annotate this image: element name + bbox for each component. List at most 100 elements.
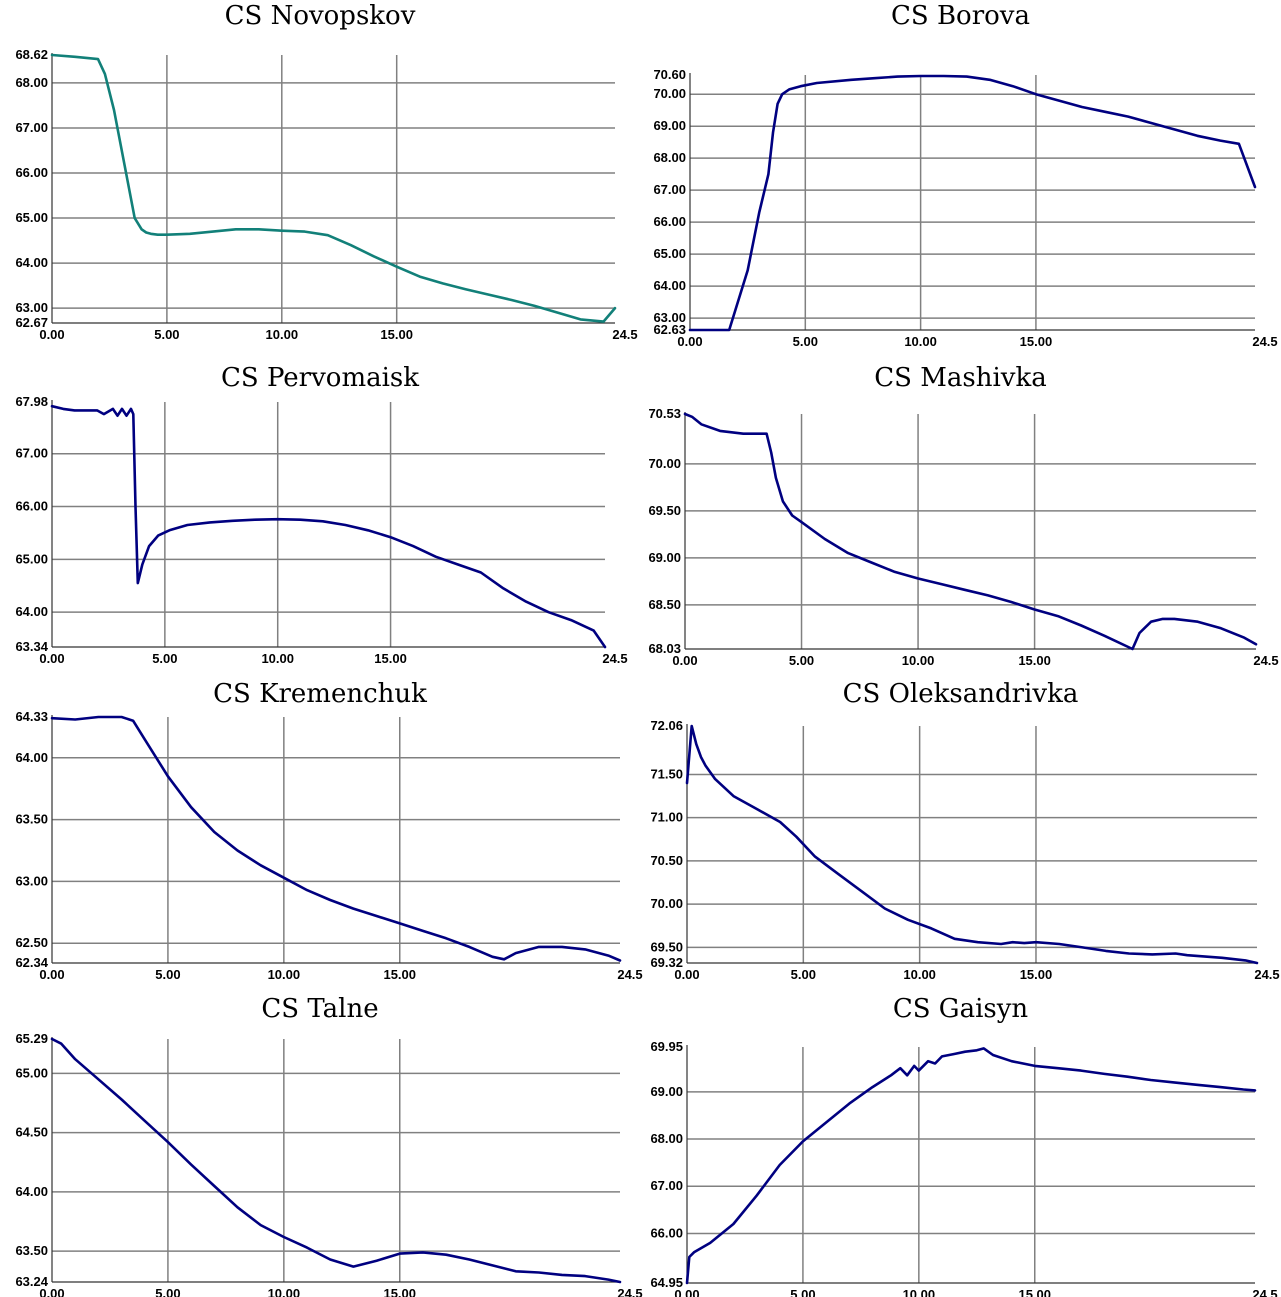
- y-tick-label: 65.00: [15, 210, 48, 225]
- chart-svg: 62.34 62.50 63.00 63.50 64.00 64.33 0.00 5.00 10…: [15, 709, 642, 982]
- x-tick-label: 15.00: [1018, 1287, 1051, 1297]
- x-tick-label: 24.5: [1252, 1287, 1277, 1297]
- x-tick-label: 24.5: [602, 651, 627, 666]
- y-tick-label: 66.00: [650, 1225, 683, 1240]
- y-tick-label: 72.06: [650, 718, 683, 733]
- y-tick-label: 65.00: [653, 246, 686, 261]
- series-line: [685, 1047, 1257, 1285]
- y-tick-label: 64.00: [653, 278, 686, 293]
- y-tick-label: 68.00: [653, 150, 686, 165]
- x-tick-label: 24.5: [1253, 653, 1278, 668]
- chart-panel-kremenchuk: CS Kremenchuk 62.34 62.50 63.00 63.50 64.00 6…: [0, 678, 642, 986]
- x-tick-label: 24.5: [1254, 967, 1279, 982]
- y-tick-label: 70.00: [653, 86, 686, 101]
- y-tick-label: 70.53: [648, 406, 681, 421]
- x-tick-label: 0.00: [39, 1286, 64, 1297]
- x-tick-label: 15.00: [374, 651, 407, 666]
- y-tick-label: 66.00: [15, 165, 48, 180]
- chart-title: CS Kremenchuk: [213, 679, 427, 709]
- y-tick-label: 67.98: [15, 394, 48, 409]
- x-tick-label: 15.00: [383, 967, 416, 982]
- y-tick-label: 68.50: [648, 597, 681, 612]
- series-line: [688, 74, 1257, 332]
- y-tick-label: 63.00: [15, 873, 48, 888]
- chart-panel-mashivka: CS Mashivka 68.03 68.50 69.00 69.50 70.00 70.…: [640, 362, 1281, 670]
- y-tick-label: 68.03: [648, 641, 681, 656]
- x-tick-label: 15.00: [1018, 653, 1051, 668]
- y-tick-label: 62.34: [15, 955, 48, 970]
- y-tick-label: 63.34: [15, 639, 48, 654]
- chart-svg: 63.34 64.00 65.00 66.00 67.00 67.98 0.00 5.00 10…: [15, 394, 627, 666]
- y-tick-label: 65.00: [15, 551, 48, 566]
- x-tick-label: 10.00: [268, 967, 301, 982]
- y-tick-label: 63.24: [15, 1274, 48, 1289]
- y-tick-label: 71.00: [650, 810, 683, 825]
- y-tick-label: 65.29: [15, 1031, 48, 1046]
- x-tick-label: 0.00: [39, 651, 64, 666]
- x-tick-label: 5.00: [154, 327, 179, 342]
- chart-title: CS Gaisyn: [892, 994, 1029, 1024]
- y-tick-label: 69.50: [650, 939, 683, 954]
- x-tick-label: 0.00: [672, 653, 697, 668]
- y-tick-label: 64.00: [15, 604, 48, 619]
- series-line: [685, 724, 1259, 965]
- y-tick-label: 69.50: [648, 503, 681, 518]
- x-tick-label: 5.00: [155, 1286, 180, 1297]
- y-tick-label: 71.50: [650, 766, 683, 781]
- y-tick-label: 70.00: [648, 456, 681, 471]
- chart-title: CS Novopskov: [224, 1, 416, 31]
- y-tick-label: 70.60: [653, 67, 686, 82]
- chart-title: CS Borova: [890, 1, 1030, 31]
- y-tick-label: 63.50: [15, 1243, 48, 1258]
- series-line: [50, 404, 607, 649]
- y-tick-label: 68.62: [15, 47, 48, 62]
- chart-panel-oleksandrivka: CS Oleksandrivka 69.32 69.50 70.00 70.50 71.…: [640, 678, 1281, 986]
- chart-title: CS Pervomaisk: [220, 363, 420, 393]
- chart-title: CS Oleksandrivka: [842, 679, 1079, 709]
- y-tick-label: 70.50: [650, 853, 683, 868]
- y-tick-label: 64.00: [15, 255, 48, 270]
- chart-panel-gaisyn: CS Gaisyn 64.95 66.00 67.00 68.00 69.00 69.95…: [640, 993, 1281, 1297]
- series-line: [50, 1037, 622, 1284]
- y-tick-label: 68.00: [15, 75, 48, 90]
- x-tick-label: 15.00: [383, 1286, 416, 1297]
- y-tick-label: 69.95: [650, 1039, 683, 1054]
- chart-title: CS Mashivka: [874, 363, 1047, 393]
- series-line: [50, 715, 622, 962]
- y-tick-label: 69.00: [648, 550, 681, 565]
- chart-svg: 64.95 66.00 67.00 68.00 69.00 69.95 0.00 5.00 10…: [650, 1039, 1277, 1297]
- chart-svg: 63.24 63.50 64.00 64.50 65.00 65.29 0.00 5.00 10…: [15, 1031, 642, 1297]
- y-tick-label: 67.00: [653, 182, 686, 197]
- y-tick-label: 69.32: [650, 955, 683, 970]
- series-line: [683, 412, 1258, 651]
- x-tick-label: 10.00: [268, 1286, 301, 1297]
- chart-panel-talne: CS Talne 63.24 63.50 64.00 64.50 65.00 65.29 0…: [0, 993, 642, 1297]
- x-tick-label: 5.00: [791, 967, 816, 982]
- y-tick-label: 67.00: [15, 120, 48, 135]
- x-tick-label: 0.00: [674, 1287, 699, 1297]
- x-tick-label: 0.00: [39, 327, 64, 342]
- y-tick-label: 63.00: [653, 310, 686, 325]
- y-tick-label: 67.00: [15, 446, 48, 461]
- x-tick-label: 15.00: [1020, 967, 1053, 982]
- x-tick-label: 24.5: [617, 1286, 642, 1297]
- x-tick-label: 5.00: [155, 967, 180, 982]
- x-tick-label: 5.00: [152, 651, 177, 666]
- chart-title: CS Talne: [261, 994, 379, 1024]
- y-tick-label: 68.00: [650, 1131, 683, 1146]
- chart-svg: 68.03 68.50 69.00 69.50 70.00 70.53 0.00 5.00 10…: [648, 406, 1278, 668]
- y-tick-label: 67.00: [650, 1178, 683, 1193]
- x-tick-label: 24.5: [1252, 334, 1277, 349]
- x-tick-label: 10.00: [903, 967, 936, 982]
- x-tick-label: 10.00: [904, 334, 937, 349]
- x-tick-label: 0.00: [39, 967, 64, 982]
- x-tick-label: 15.00: [1020, 334, 1053, 349]
- chart-panel-pervomaisk: CS Pervomaisk 63.34 64.00 65.00 66.00 67.00 6…: [0, 362, 640, 670]
- chart-panel-borova: CS Borova 62.63 63.00 64.00 65.00 66.00 67.00…: [640, 0, 1281, 355]
- y-tick-label: 69.00: [653, 118, 686, 133]
- x-tick-label: 10.00: [902, 653, 935, 668]
- y-tick-label: 64.33: [15, 709, 48, 724]
